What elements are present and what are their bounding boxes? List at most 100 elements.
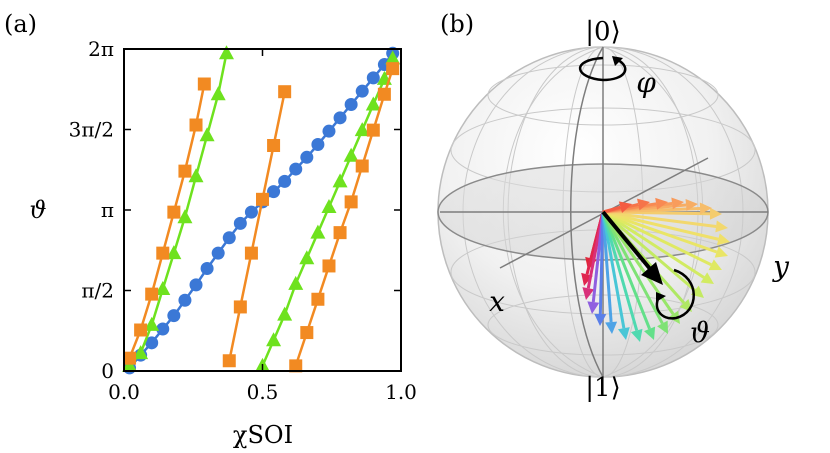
data-point — [145, 287, 159, 301]
fan-arrow-head — [630, 328, 643, 342]
data-point — [133, 345, 149, 360]
data-point — [365, 96, 381, 111]
y-tick-label: π — [101, 198, 114, 222]
data-point — [354, 122, 370, 137]
data-point — [377, 87, 391, 101]
data-point — [189, 118, 203, 132]
x-tick-label: 0.5 — [247, 380, 279, 404]
fan-arrow-shaft — [602, 210, 717, 228]
tick-layer: 0.0 0.5 1.0 0 π/2 π 3π/2 2π — [69, 37, 417, 404]
data-point — [299, 250, 315, 265]
fan-arrow-head — [716, 233, 730, 246]
fan-arrow-shaft — [602, 205, 621, 214]
data-point — [144, 316, 160, 331]
x-axis-bloch-label: x — [489, 285, 505, 318]
panel-a-label: (a) — [4, 10, 37, 38]
data-point — [386, 62, 400, 76]
chart-panel-a: 0.0 0.5 1.0 0 π/2 π 3π/2 2π χSOI ϑ — [29, 37, 416, 449]
data-point — [289, 162, 303, 176]
y-axis-label: ϑ — [29, 196, 46, 224]
data-point — [222, 354, 236, 368]
plot-frame — [123, 48, 402, 372]
fan-arrow-shaft — [601, 211, 626, 329]
fan-arrow-shaft — [601, 211, 651, 330]
data-point — [145, 336, 159, 350]
data-point — [332, 173, 348, 188]
bloch-sphere: |0⟩ |1⟩ x y φ ϑ — [437, 17, 790, 403]
fan-arrow-head — [587, 301, 600, 314]
series-layer — [122, 45, 401, 375]
x-tick-label: 1.0 — [385, 380, 417, 404]
data-point — [256, 192, 269, 206]
data-point — [277, 306, 293, 321]
data-point — [267, 185, 281, 199]
data-point — [385, 50, 401, 65]
data-point — [200, 262, 214, 276]
fan-arrow-shaft — [602, 210, 705, 279]
data-point — [211, 246, 225, 260]
phi-label: φ — [636, 66, 656, 99]
data-point — [244, 205, 258, 219]
data-point — [166, 245, 182, 260]
fan-arrow-head — [685, 199, 698, 211]
data-point — [156, 246, 170, 260]
fan-arrow-head — [655, 197, 668, 210]
state-arrow-fan — [581, 197, 730, 342]
y-tick-label: 3π/2 — [69, 118, 114, 142]
data-point — [333, 111, 347, 125]
fan-arrow-shaft — [602, 210, 718, 254]
data-point — [177, 209, 193, 224]
phi-rotation-icon — [578, 56, 627, 82]
fan-arrow-head — [700, 272, 714, 284]
y-tick-label: 2π — [88, 37, 114, 61]
x-axis-label: χSOI — [233, 421, 293, 449]
series-line — [294, 68, 394, 367]
theta-label: ϑ — [690, 316, 710, 349]
data-point — [156, 322, 170, 336]
state-up-label: |0⟩ — [585, 17, 620, 47]
series-orange-squares — [123, 62, 400, 373]
data-point — [222, 231, 236, 245]
data-point — [311, 292, 325, 306]
data-point — [289, 359, 303, 373]
fan-arrow-shaft — [601, 211, 664, 325]
data-point — [218, 45, 234, 60]
fan-arrow-head — [714, 246, 728, 258]
series-blue-circles — [123, 46, 400, 375]
data-point — [167, 309, 181, 323]
data-point — [122, 357, 138, 372]
data-point — [244, 246, 258, 260]
fan-arrow-head — [637, 198, 650, 211]
data-point — [355, 159, 369, 173]
fan-arrow-head — [671, 197, 684, 210]
fan-arrow-head — [582, 287, 595, 300]
data-point — [344, 98, 358, 112]
state-down-label: |1⟩ — [585, 373, 620, 403]
fan-arrow-head — [709, 207, 722, 220]
data-point — [278, 174, 292, 188]
data-point — [322, 259, 336, 273]
fan-arrow-head — [605, 321, 618, 334]
data-point — [266, 332, 282, 347]
data-point — [167, 205, 181, 219]
data-point — [355, 84, 369, 98]
x-tick-label: 0.0 — [108, 380, 140, 404]
data-point — [344, 195, 358, 209]
fan-arrow-head — [594, 313, 607, 326]
series-green-triangles — [122, 45, 401, 372]
fan-arrow-head — [618, 201, 632, 213]
data-point — [288, 275, 304, 290]
data-point — [188, 168, 204, 183]
fan-arrow-shaft — [602, 210, 712, 267]
fan-arrow-head — [708, 259, 722, 271]
data-point — [278, 85, 292, 99]
data-point — [333, 226, 347, 240]
series-line — [128, 53, 228, 367]
data-point — [134, 323, 148, 337]
data-point — [300, 326, 314, 340]
data-point — [197, 77, 211, 91]
data-point — [199, 127, 215, 142]
data-point — [189, 278, 203, 292]
data-point — [366, 71, 380, 85]
